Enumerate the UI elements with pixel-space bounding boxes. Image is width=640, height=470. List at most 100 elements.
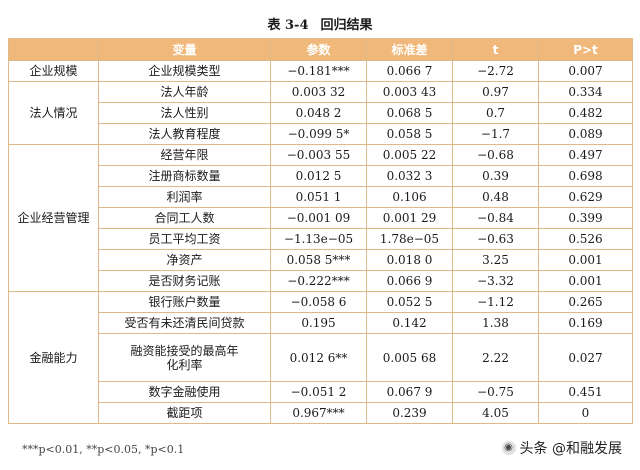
t-cell: 0.7 <box>452 102 539 124</box>
variable-cell: 员工平均工资 <box>98 228 271 250</box>
header-std-error: 标准差 <box>366 38 453 61</box>
table-number: 表 3-4 <box>267 18 309 33</box>
coef-cell: −0.001 09 <box>270 207 367 229</box>
p-cell: 0.497 <box>538 144 633 166</box>
group-label: 企业经营管理 <box>8 144 99 292</box>
table-row: 注册商标数量 0.012 5 0.032 3 0.39 0.698 <box>9 165 633 187</box>
coef-cell: 0.048 2 <box>270 102 367 124</box>
p-cell: 0.089 <box>538 123 633 145</box>
coef-cell: 0.003 32 <box>270 81 367 103</box>
se-cell: 0.106 <box>366 186 453 208</box>
table-row: 合同工人数 −0.001 09 0.001 29 −0.84 0.399 <box>9 207 633 229</box>
p-cell: 0.629 <box>538 186 633 208</box>
variable-cell: 经营年限 <box>98 144 271 166</box>
se-cell: 0.003 43 <box>366 81 453 103</box>
variable-cell: 注册商标数量 <box>98 165 271 187</box>
table-row: 融资能接受的最高年化利率 0.012 6** 0.005 68 2.22 0.0… <box>9 333 633 382</box>
p-cell: 0.451 <box>538 381 633 403</box>
se-cell: 0.142 <box>366 312 453 334</box>
t-cell: −3.32 <box>452 270 539 292</box>
table-row: 是否财务记账 −0.222*** 0.066 9 −3.32 0.001 <box>9 270 633 292</box>
variable-cell: 银行账户数量 <box>98 291 271 313</box>
variable-cell: 截距项 <box>98 402 271 424</box>
table-title: 表 3-4 回归结果 <box>0 14 640 33</box>
variable-cell: 净资产 <box>98 249 271 271</box>
se-cell: 0.001 29 <box>366 207 453 229</box>
t-cell: 0.48 <box>452 186 539 208</box>
table-row: 利润率 0.051 1 0.106 0.48 0.629 <box>9 186 633 208</box>
variable-cell: 数字金融使用 <box>98 381 271 403</box>
header-t: t <box>452 38 539 61</box>
p-cell: 0.526 <box>538 228 633 250</box>
se-cell: 0.066 7 <box>366 60 453 82</box>
coef-cell: −0.058 6 <box>270 291 367 313</box>
se-cell: 0.018 0 <box>366 249 453 271</box>
header-coefficient: 参数 <box>270 38 367 61</box>
table-row: 数字金融使用 −0.051 2 0.067 9 −0.75 0.451 <box>9 381 633 403</box>
se-cell: 0.239 <box>366 402 453 424</box>
table-row: 法人情况 法人年龄 0.003 32 0.003 43 0.97 0.334 <box>8 81 633 145</box>
coef-cell: −0.051 2 <box>270 381 367 403</box>
se-cell: 0.058 5 <box>366 123 453 145</box>
table-row: 法人教育程度 −0.099 5* 0.058 5 −1.7 0.089 <box>9 123 633 145</box>
watermark-text: 头条 @和融发展 <box>519 441 622 457</box>
t-cell: −1.12 <box>452 291 539 313</box>
group-label: 企业规模 <box>8 60 99 82</box>
se-cell: 0.066 9 <box>366 270 453 292</box>
p-cell: 0.482 <box>538 102 633 124</box>
variable-cell: 法人性别 <box>98 102 271 124</box>
se-cell: 0.032 3 <box>366 165 453 187</box>
group-label: 法人情况 <box>8 81 99 145</box>
t-cell: −2.72 <box>452 60 539 82</box>
se-cell: 0.005 22 <box>366 144 453 166</box>
coef-cell: 0.012 6** <box>270 333 367 382</box>
source-watermark: ◉ 头条 @和融发展 <box>501 438 622 458</box>
t-cell: 1.38 <box>452 312 539 334</box>
variable-cell: 企业规模类型 <box>98 60 271 82</box>
variable-cell: 融资能接受的最高年化利率 <box>98 333 271 382</box>
table-row: 企业规模 企业规模类型 −0.181*** 0.066 7 −2.72 0.00… <box>8 60 633 82</box>
t-cell: 4.05 <box>452 402 539 424</box>
header-group <box>8 38 99 61</box>
header-row: 变量 参数 标准差 t P>t <box>8 38 633 61</box>
coef-cell: −1.13e−05 <box>270 228 367 250</box>
t-cell: −0.84 <box>452 207 539 229</box>
coef-cell: 0.195 <box>270 312 367 334</box>
toutiao-logo-icon: ◉ <box>501 441 516 455</box>
t-cell: −0.63 <box>452 228 539 250</box>
p-cell: 0.698 <box>538 165 633 187</box>
p-cell: 0.007 <box>538 60 633 82</box>
t-cell: −1.7 <box>452 123 539 145</box>
t-cell: −0.75 <box>452 381 539 403</box>
p-cell: 0.027 <box>538 333 633 382</box>
p-cell: 0 <box>538 402 633 424</box>
header-variable: 变量 <box>98 38 271 61</box>
coef-cell: 0.058 5*** <box>270 249 367 271</box>
p-cell: 0.001 <box>538 249 633 271</box>
se-cell: 1.78e−05 <box>366 228 453 250</box>
regression-table: 变量 参数 标准差 t P>t 企业规模 企业规模类型 −0.181*** 0.… <box>8 38 633 424</box>
table-row: 净资产 0.058 5*** 0.018 0 3.25 0.001 <box>9 249 633 271</box>
table-caption: 回归结果 <box>320 18 373 33</box>
table-row: 企业经营管理 经营年限 −0.003 55 0.005 22 −0.68 0.4… <box>8 144 633 292</box>
p-cell: 0.169 <box>538 312 633 334</box>
t-cell: 0.39 <box>452 165 539 187</box>
t-cell: −0.68 <box>452 144 539 166</box>
coef-cell: 0.012 5 <box>270 165 367 187</box>
significance-footnote: ***p<0.01, **p<0.05, *p<0.1 <box>22 443 185 456</box>
coef-cell: 0.051 1 <box>270 186 367 208</box>
variable-cell: 法人教育程度 <box>98 123 271 145</box>
coef-cell: −0.099 5* <box>270 123 367 145</box>
p-cell: 0.001 <box>538 270 633 292</box>
table-row: 截距项 0.967*** 0.239 4.05 0 <box>9 402 633 424</box>
group-label: 金融能力 <box>8 291 99 424</box>
p-cell: 0.334 <box>538 81 633 103</box>
header-p: P>t <box>538 38 633 61</box>
coef-cell: −0.222*** <box>270 270 367 292</box>
variable-cell: 受否有未还清民间贷款 <box>98 312 271 334</box>
se-cell: 0.052 5 <box>366 291 453 313</box>
t-cell: 2.22 <box>452 333 539 382</box>
table-row: 金融能力 银行账户数量 −0.058 6 0.052 5 −1.12 0.265 <box>8 291 633 424</box>
se-cell: 0.068 5 <box>366 102 453 124</box>
se-cell: 0.067 9 <box>366 381 453 403</box>
